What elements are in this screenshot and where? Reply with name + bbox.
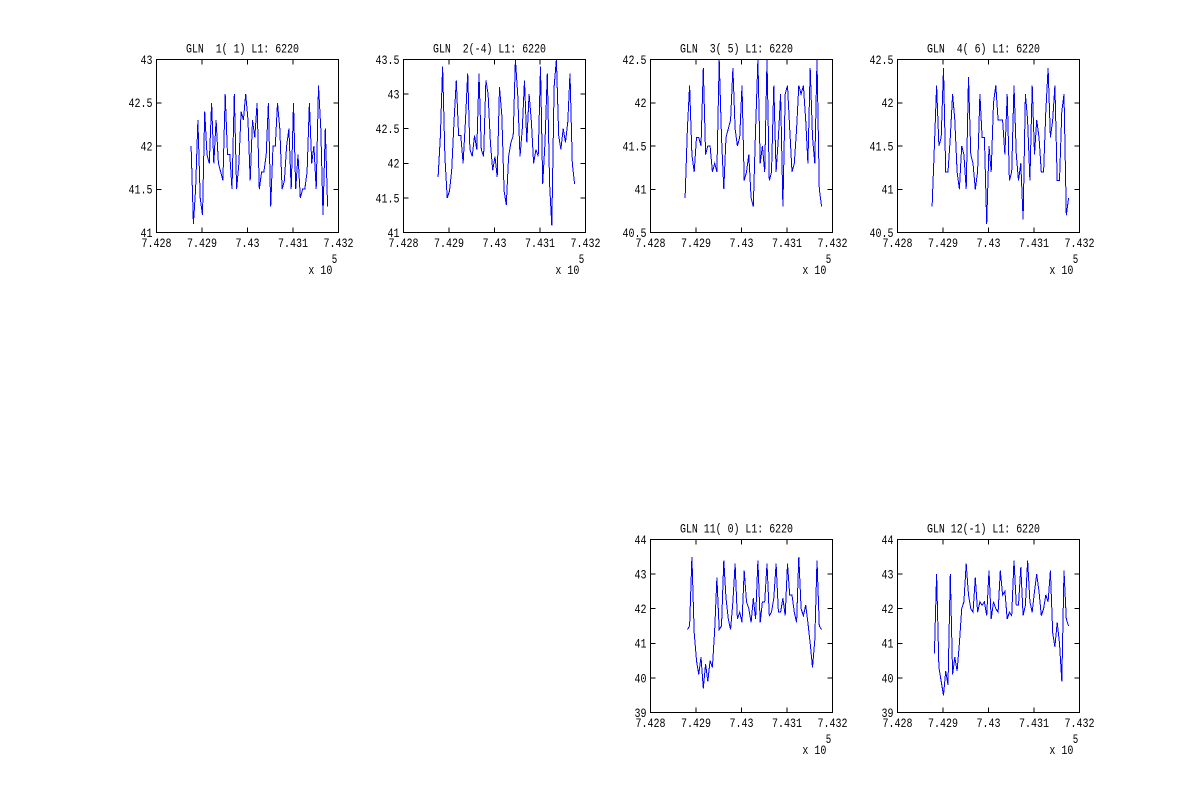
svg-text:42: 42 [882, 96, 894, 111]
svg-text:7.428: 7.428 [636, 716, 666, 731]
svg-text:7.431: 7.431 [278, 236, 308, 251]
svg-text:7.429: 7.429 [434, 236, 464, 251]
svg-text:39: 39 [635, 706, 647, 721]
svg-text:GLN 1( 1) L1: 6220: GLN 1( 1) L1: 6220 [186, 42, 299, 57]
svg-text:GLN 4( 6) L1: 6220: GLN 4( 6) L1: 6220 [927, 42, 1040, 57]
svg-text:41: 41 [882, 183, 894, 198]
svg-text:7.43: 7.43 [483, 236, 507, 251]
svg-text:40.5: 40.5 [623, 226, 647, 241]
svg-text:41: 41 [635, 183, 647, 198]
svg-text:42: 42 [635, 96, 647, 111]
svg-text:7.428: 7.428 [883, 716, 913, 731]
svg-text:42: 42 [882, 602, 894, 617]
svg-text:7.431: 7.431 [525, 236, 555, 251]
svg-text:7.43: 7.43 [730, 716, 754, 731]
svg-text:42.5: 42.5 [623, 53, 647, 68]
svg-text:42: 42 [635, 602, 647, 617]
svg-text:41.5: 41.5 [870, 139, 894, 154]
svg-text:7.429: 7.429 [681, 716, 711, 731]
svg-text:5: 5 [826, 252, 832, 267]
svg-text:x 10: x 10 [802, 263, 826, 278]
svg-text:5: 5 [826, 732, 832, 747]
svg-text:44: 44 [635, 533, 647, 548]
svg-text:7.432: 7.432 [1065, 716, 1095, 731]
svg-text:7.432: 7.432 [818, 236, 848, 251]
svg-text:41: 41 [635, 637, 647, 652]
svg-text:42: 42 [388, 157, 400, 172]
svg-text:42: 42 [141, 139, 153, 154]
svg-text:7.432: 7.432 [818, 716, 848, 731]
svg-text:42.5: 42.5 [376, 122, 400, 137]
svg-text:41: 41 [141, 226, 153, 241]
svg-text:7.432: 7.432 [324, 236, 354, 251]
svg-text:7.432: 7.432 [1065, 236, 1095, 251]
svg-text:x 10: x 10 [1049, 743, 1073, 758]
svg-text:5: 5 [1073, 732, 1079, 747]
svg-text:7.43: 7.43 [730, 236, 754, 251]
svg-text:7.429: 7.429 [928, 236, 958, 251]
svg-text:5: 5 [332, 252, 338, 267]
svg-text:7.43: 7.43 [236, 236, 260, 251]
svg-text:5: 5 [579, 252, 585, 267]
svg-text:7.43: 7.43 [977, 236, 1001, 251]
svg-text:41.5: 41.5 [623, 139, 647, 154]
svg-text:x 10: x 10 [1049, 263, 1073, 278]
svg-text:7.431: 7.431 [1019, 236, 1049, 251]
svg-text:41.5: 41.5 [129, 183, 153, 198]
svg-text:41.5: 41.5 [376, 191, 400, 206]
svg-text:7.429: 7.429 [187, 236, 217, 251]
svg-text:39: 39 [882, 706, 894, 721]
svg-text:7.431: 7.431 [1019, 716, 1049, 731]
svg-text:x 10: x 10 [308, 263, 332, 278]
svg-text:40: 40 [635, 671, 647, 686]
svg-text:43: 43 [141, 53, 153, 68]
svg-text:40.5: 40.5 [870, 226, 894, 241]
svg-text:x 10: x 10 [802, 743, 826, 758]
svg-text:41: 41 [882, 637, 894, 652]
svg-text:7.431: 7.431 [772, 716, 802, 731]
svg-text:43: 43 [388, 88, 400, 103]
svg-text:42.5: 42.5 [870, 53, 894, 68]
svg-text:GLN 2(-4) L1: 6220: GLN 2(-4) L1: 6220 [433, 42, 546, 57]
svg-text:43: 43 [882, 568, 894, 583]
svg-text:7.429: 7.429 [681, 236, 711, 251]
svg-text:41: 41 [388, 226, 400, 241]
svg-text:40: 40 [882, 671, 894, 686]
svg-text:7.429: 7.429 [928, 716, 958, 731]
svg-text:44: 44 [882, 533, 894, 548]
svg-text:GLN 3( 5) L1: 6220: GLN 3( 5) L1: 6220 [680, 42, 793, 57]
svg-text:43: 43 [635, 568, 647, 583]
svg-text:GLN 11( 0) L1: 6220: GLN 11( 0) L1: 6220 [680, 522, 793, 537]
svg-text:7.428: 7.428 [389, 236, 419, 251]
svg-text:5: 5 [1073, 252, 1079, 267]
svg-text:7.428: 7.428 [142, 236, 172, 251]
svg-text:GLN 12(-1) L1: 6220: GLN 12(-1) L1: 6220 [927, 522, 1040, 537]
svg-text:7.43: 7.43 [977, 716, 1001, 731]
svg-text:7.431: 7.431 [772, 236, 802, 251]
svg-text:x 10: x 10 [555, 263, 579, 278]
svg-text:7.428: 7.428 [636, 236, 666, 251]
svg-text:7.428: 7.428 [883, 236, 913, 251]
svg-text:7.432: 7.432 [571, 236, 601, 251]
svg-text:42.5: 42.5 [129, 96, 153, 111]
svg-text:43.5: 43.5 [376, 53, 400, 68]
